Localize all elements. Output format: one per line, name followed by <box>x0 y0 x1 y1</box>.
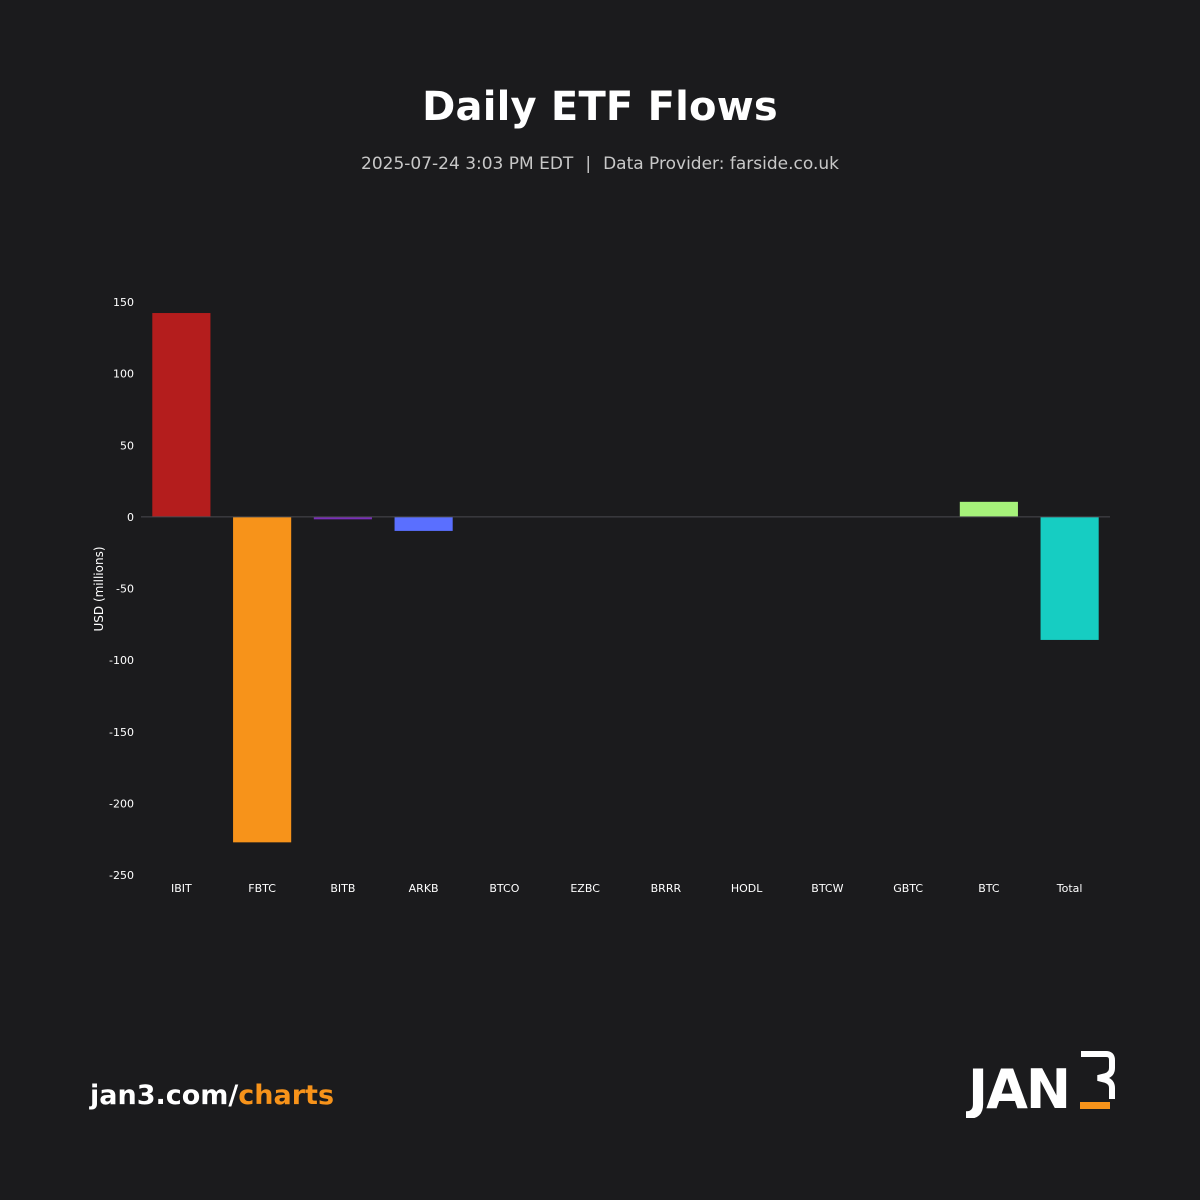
x-tick-label: BTCW <box>811 882 843 895</box>
footer-link-prefix: jan3.com/ <box>90 1080 239 1111</box>
bar-fbtc <box>233 516 292 843</box>
x-tick-label: FBTC <box>248 882 276 895</box>
svg-text:JAN: JAN <box>966 1058 1069 1118</box>
y-tick-label: -150 <box>109 726 134 739</box>
x-tick-label: GBTC <box>893 882 923 895</box>
x-tick-label: BTCO <box>489 882 519 895</box>
x-tick-label: IBIT <box>171 882 192 895</box>
x-tick-label: BITB <box>330 882 355 895</box>
y-tick-label: 150 <box>113 296 134 309</box>
y-tick-label: -50 <box>116 583 134 596</box>
y-tick-label: -250 <box>109 869 134 882</box>
y-tick-label: 50 <box>120 439 134 452</box>
x-tick-label: BRRR <box>651 882 682 895</box>
chart-title: Daily ETF Flows <box>422 84 778 130</box>
bar-bitb <box>313 516 372 520</box>
bar-ibit <box>152 313 211 517</box>
subtitle-separator: | <box>585 154 592 174</box>
y-tick-label: 0 <box>127 511 134 524</box>
y-tick-label: -200 <box>109 797 134 810</box>
y-axis: 150 100 50 0 -50 -100 -150 -200 -250 <box>109 296 134 882</box>
bar-btc <box>959 501 1018 517</box>
data-provider: Data Provider: farside.co.uk <box>603 154 839 174</box>
footer-link-accent: charts <box>238 1080 335 1111</box>
y-tick-label: -100 <box>109 654 134 667</box>
footer-link[interactable]: jan3.com/charts <box>90 1080 334 1111</box>
x-tick-label: BTC <box>978 882 1000 895</box>
y-tick-label: 100 <box>113 368 134 381</box>
timestamp: 2025-07-24 3:03 PM EDT <box>361 154 574 174</box>
x-tick-label: ARKB <box>409 882 439 895</box>
chart-subtitle: 2025-07-24 3:03 PM EDT | Data Provider: fa… <box>0 154 1200 174</box>
bar-total <box>1040 516 1099 640</box>
y-axis-label: USD (millions) <box>92 546 106 631</box>
bars <box>152 313 1099 843</box>
x-tick-label: Total <box>1056 882 1083 895</box>
bar-arkb <box>394 516 453 531</box>
x-tick-label: EZBC <box>570 882 600 895</box>
x-tick-label: HODL <box>731 882 763 895</box>
jan3-logo: JAN <box>966 1051 1115 1118</box>
x-axis: IBIT FBTC BITB ARKB BTCO EZBC BRRR HODL BTCW GBTC… <box>171 882 1082 895</box>
